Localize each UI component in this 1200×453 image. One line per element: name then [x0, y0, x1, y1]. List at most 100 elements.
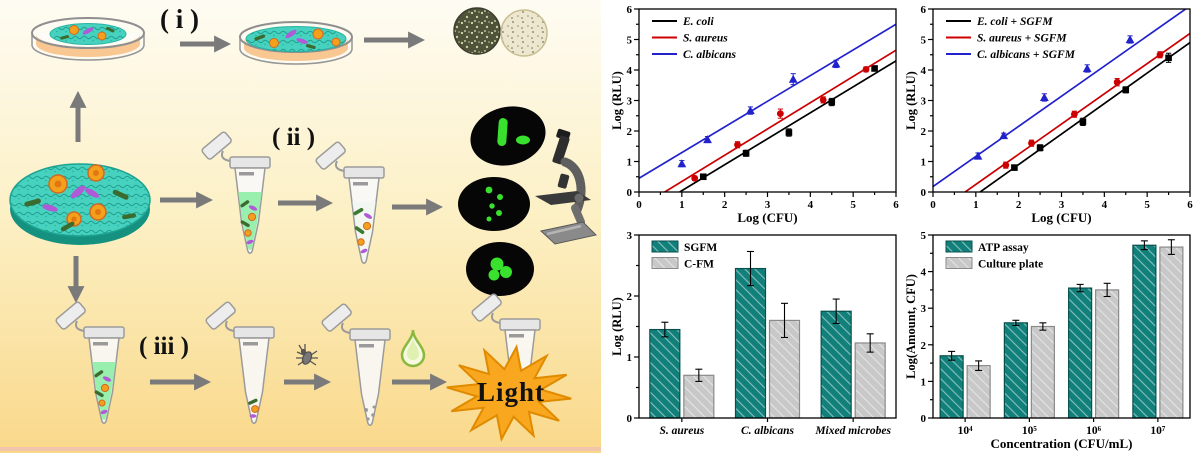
microbes-small [254, 28, 341, 50]
y-axis-title: Log (RLU) [612, 297, 624, 356]
svg-text:4: 4 [627, 65, 633, 77]
svg-text:3: 3 [627, 230, 633, 242]
svg-text:S. aureus: S. aureus [659, 425, 704, 437]
tube-eluate-green [200, 129, 271, 255]
axes-ticks [928, 8, 1191, 197]
debris [364, 405, 376, 421]
colony-plate-light [500, 9, 548, 57]
svg-text:10⁶: 10⁶ [1086, 425, 1102, 437]
svg-text:C. albicans + SGFM: C. albicans + SGFM [977, 49, 1076, 61]
svg-text:C. albicans: C. albicans [683, 49, 737, 61]
axes-ticks [634, 8, 897, 197]
svg-text:0: 0 [930, 199, 936, 211]
x-axis-title: Log (CFU) [1031, 210, 1091, 225]
svg-text:1: 1 [921, 376, 927, 388]
svg-text:6: 6 [627, 4, 633, 16]
tube-collected-green [54, 299, 125, 425]
bottom-border-line [0, 447, 601, 451]
svg-text:6: 6 [893, 199, 899, 211]
chart-calibration-sgfm: 0 1 2 3 4 5 6 0 1 2 3 4 5 6 Log (CFU) Log (RLU) E. coli … [904, 0, 1200, 226]
svg-text:4: 4 [921, 65, 927, 77]
svg-text:5: 5 [627, 35, 633, 47]
microbes-small [60, 25, 115, 41]
svg-text:10⁵: 10⁵ [1022, 425, 1038, 437]
svg-text:0: 0 [921, 187, 927, 199]
y-axis-title: Log(Amount, CFU) [906, 274, 918, 379]
chart-atp-vs-culture: 0 1 2 3 4 5 10⁴ 10⁵ 10⁶ 10⁷ Concentration (CFU/mL)… [904, 226, 1200, 453]
legend: ATP assay Culture plate [945, 240, 1043, 271]
svg-text:5: 5 [850, 199, 856, 211]
micrograph-clump [466, 242, 534, 296]
x-axis-title: Log (CFU) [737, 210, 797, 225]
svg-text:3: 3 [921, 96, 927, 108]
workflow-diagram [0, 0, 601, 453]
svg-text:5: 5 [921, 35, 927, 47]
step-i-label: ( i ) [160, 4, 199, 34]
chart-sgfm-vs-cfm: 0 1 2 3 S. aureus C. albicans Mixed microbes Lo… [610, 226, 906, 453]
svg-text:1: 1 [679, 199, 685, 211]
svg-text:1: 1 [973, 199, 979, 211]
svg-text:5: 5 [921, 230, 927, 242]
charts-panel: 0 1 2 3 4 5 6 0 1 2 3 4 5 6 Log (CFU) Log (RLU) E. coli S… [610, 0, 1200, 453]
bar-series-SGFM [649, 250, 852, 419]
svg-text:Culture plate: Culture plate [978, 259, 1043, 271]
svg-text:3: 3 [627, 96, 633, 108]
membrane-disc [9, 163, 151, 245]
svg-text:1: 1 [921, 157, 927, 169]
svg-text:2: 2 [921, 126, 927, 138]
svg-text:4: 4 [1102, 199, 1108, 211]
colony-plate-dark [453, 7, 501, 55]
svg-text:E. coli: E. coli [682, 16, 714, 28]
svg-text:2: 2 [627, 126, 633, 138]
svg-text:0: 0 [627, 187, 633, 199]
chart-svg: 0 1 2 3 S. aureus C. albicans Mixed microbes Lo… [610, 230, 897, 437]
axes-ticks [928, 234, 1159, 422]
pellet [248, 398, 259, 418]
reagent-droplet-icon [400, 329, 426, 368]
microscope-icon [535, 128, 597, 245]
legend: E. coli + SGFM S. aureus + SGFM C. albican… [946, 16, 1076, 61]
light-label: Light [476, 377, 546, 407]
svg-text:1: 1 [627, 352, 633, 364]
microbes-tube [353, 207, 373, 254]
svg-text:5: 5 [1144, 199, 1150, 211]
petri-dish-membrane [31, 17, 145, 61]
svg-text:S. aureus: S. aureus [683, 33, 728, 45]
series-S. aureus [664, 49, 896, 192]
series-E. coli + SGFM [979, 41, 1190, 192]
workflow-diagram-panel: ( i ) ( ii ) ( iii ) Light [0, 0, 601, 453]
petri-dish-spread [239, 21, 353, 65]
svg-text:C-FM: C-FM [684, 259, 714, 271]
starburst [446, 343, 572, 443]
series-C. albicans [639, 23, 896, 180]
svg-text:E. coli + SGFM: E. coli + SGFM [976, 16, 1053, 28]
axes-ticks [634, 234, 854, 422]
chart-svg: 0 1 2 3 4 5 6 0 1 2 3 4 5 6 Log (CFU) Log (RLU) E. coli S… [610, 4, 899, 225]
svg-text:4: 4 [921, 267, 927, 279]
svg-text:3: 3 [921, 303, 927, 315]
lysis-icon [296, 344, 318, 366]
svg-text:1: 1 [627, 157, 633, 169]
bar-series-ATP assay [939, 240, 1157, 419]
legend: SGFM C-FM [651, 240, 717, 271]
svg-text:0: 0 [921, 413, 927, 425]
x-axis-title: Concentration (CFU/mL) [991, 436, 1133, 451]
microbes-large [24, 164, 136, 232]
svg-text:Mixed microbes: Mixed microbes [814, 425, 891, 437]
svg-text:ATP assay: ATP assay [978, 242, 1029, 254]
y-axis-title: Log (RLU) [612, 71, 624, 130]
svg-text:SGFM: SGFM [684, 242, 717, 254]
series-S. aureus + SGFM [964, 32, 1190, 192]
svg-text:10⁷: 10⁷ [1150, 425, 1166, 437]
microbes-tube [94, 370, 112, 415]
svg-text:C. albicans: C. albicans [741, 425, 795, 437]
svg-text:2: 2 [722, 199, 728, 211]
svg-text:6: 6 [921, 4, 927, 16]
tube-stained [314, 139, 385, 265]
flow-arrows [67, 31, 448, 391]
step-iii-label: ( iii ) [139, 333, 189, 360]
bar-series-Culture plate [966, 239, 1184, 419]
svg-text:2: 2 [921, 340, 927, 352]
svg-text:0: 0 [627, 413, 633, 425]
